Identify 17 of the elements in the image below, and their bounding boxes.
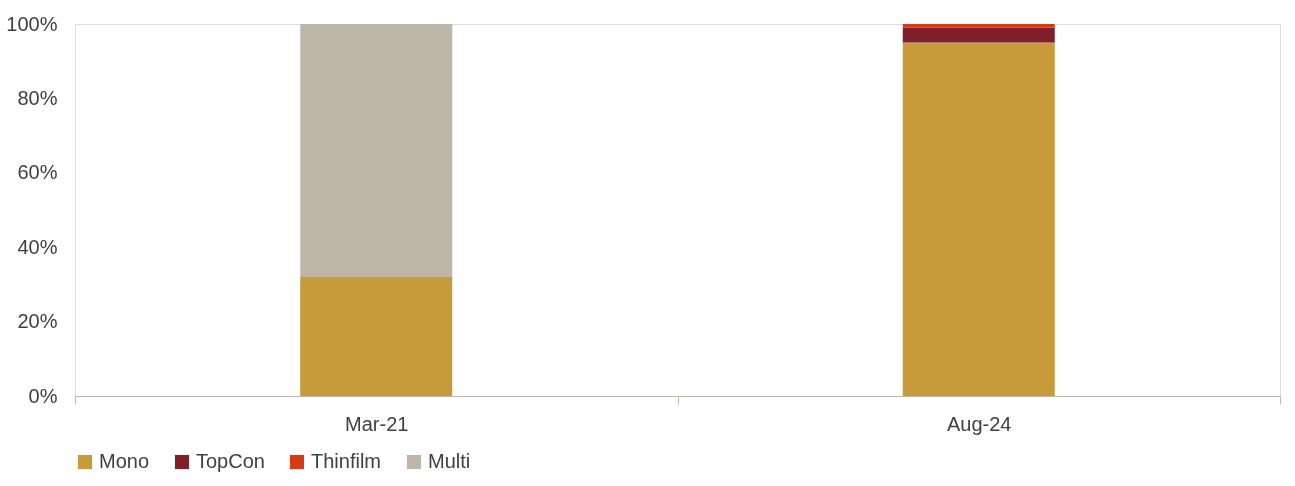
y-tick-label: 100% [6, 12, 58, 35]
y-tick-label: 20% [17, 310, 58, 333]
y-tick-label: 40% [17, 235, 58, 258]
bar [902, 42, 1055, 396]
legend-label: Mono [99, 450, 150, 472]
y-tick-label: 0% [28, 384, 58, 407]
legend-label: Thinfilm [311, 450, 382, 472]
bar [300, 276, 453, 396]
y-tick-label: 80% [17, 86, 58, 109]
bar [902, 24, 1055, 28]
bar [300, 24, 453, 277]
bar [902, 27, 1055, 43]
x-tick-label: Aug-24 [947, 412, 1012, 435]
legend-label: TopCon [196, 450, 265, 472]
y-tick-label: 60% [17, 161, 58, 184]
x-tick-label: Mar-21 [345, 412, 409, 435]
legend-label: Multi [428, 450, 471, 472]
